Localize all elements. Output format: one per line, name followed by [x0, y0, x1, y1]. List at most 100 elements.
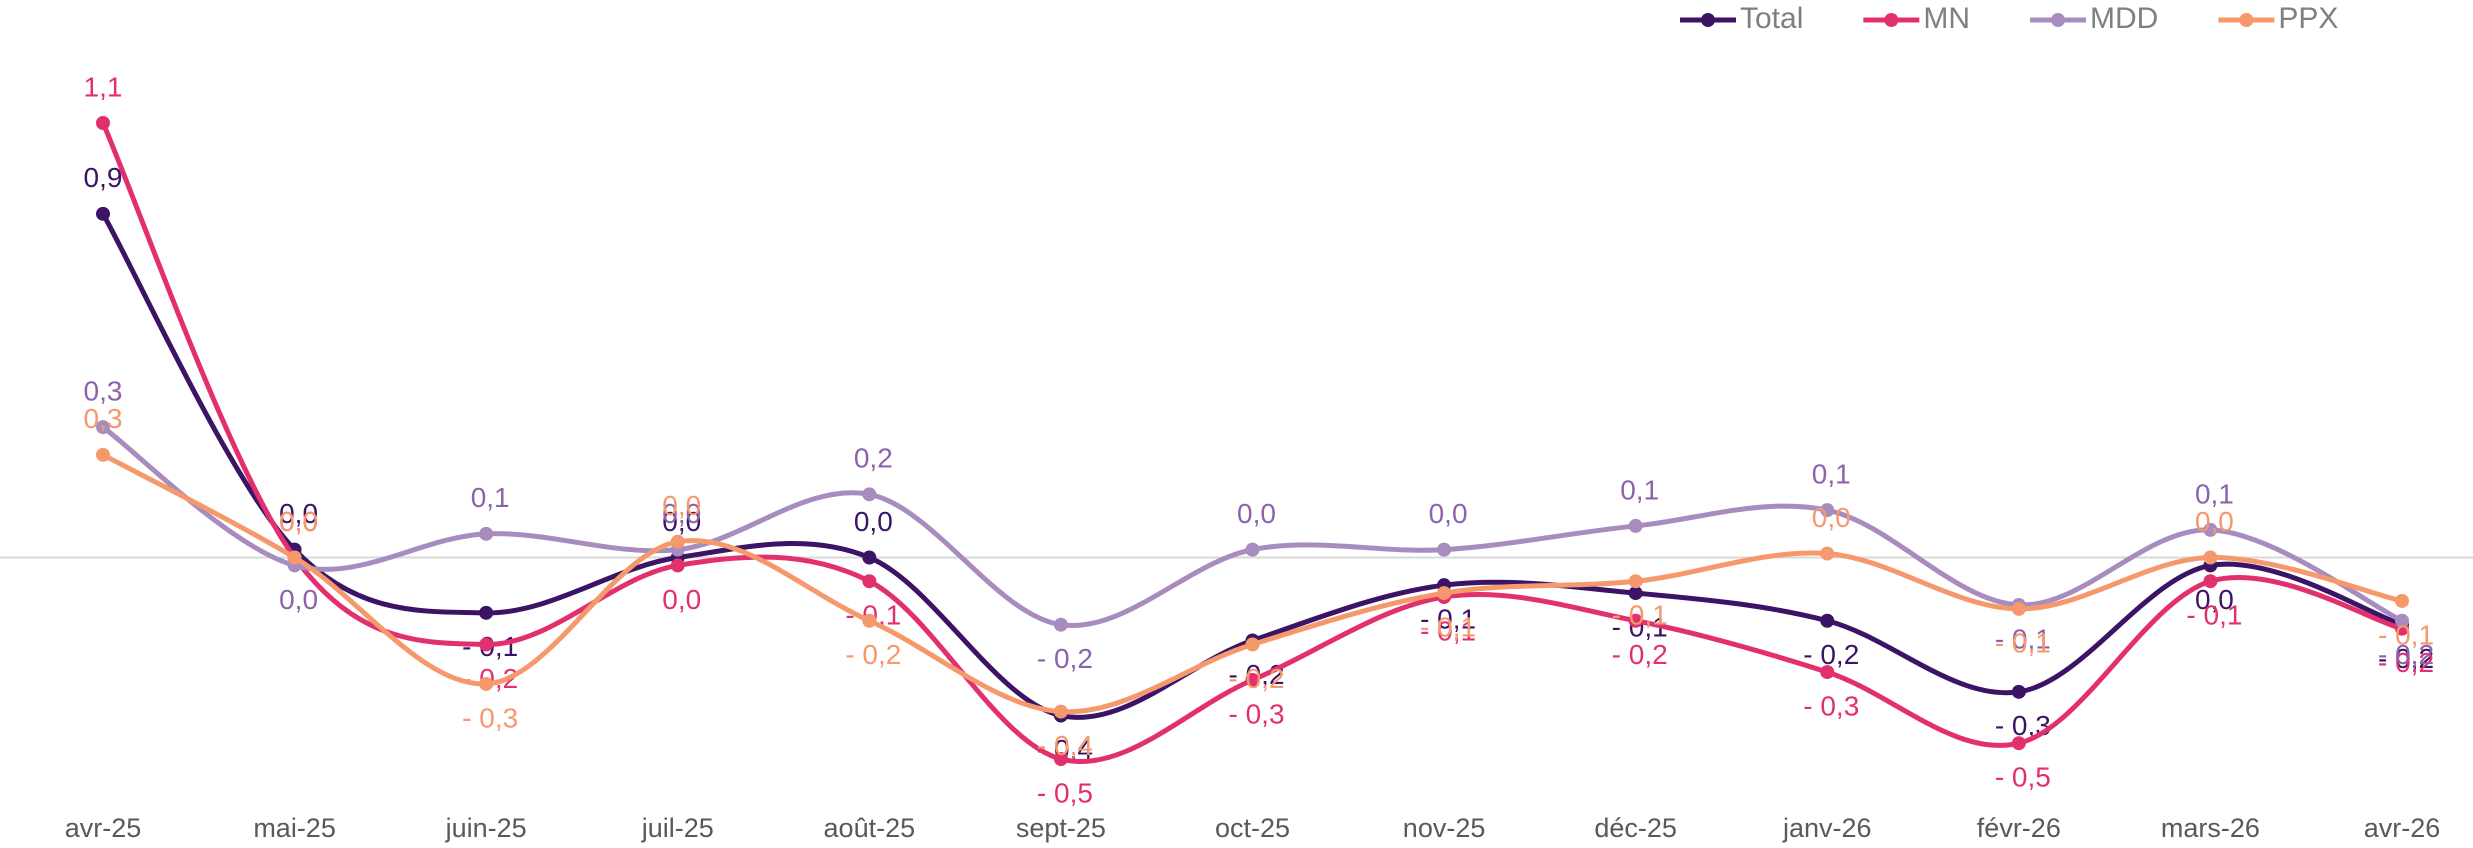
- data-point: [1437, 586, 1452, 601]
- legend-label: MN: [1923, 2, 1970, 35]
- data-point: [1628, 586, 1643, 601]
- data-point: [1628, 613, 1643, 628]
- data-label: - 0,5: [1995, 762, 2051, 793]
- data-label: 0,0: [279, 498, 318, 529]
- data-point: [1820, 546, 1835, 561]
- legend-marker: [1701, 13, 1715, 27]
- data-label: 0,0: [1812, 502, 1851, 533]
- data-label: 0,0: [854, 506, 893, 537]
- x-tick-label: mars-26: [2161, 813, 2260, 843]
- data-point: [1053, 704, 1068, 719]
- data-point: [96, 420, 110, 435]
- data-point: [1820, 665, 1835, 680]
- legend-marker: [2051, 13, 2066, 27]
- data-label: 0,0: [662, 584, 701, 615]
- legend-label: MDD: [2090, 2, 2158, 35]
- x-tick-label: oct-25: [1215, 813, 1290, 843]
- data-label: - 0,2: [1612, 639, 1668, 670]
- data-point: [2203, 574, 2218, 589]
- data-label: - 0,2: [845, 639, 901, 670]
- data-label: - 0,1: [1995, 623, 2051, 654]
- x-tick-label: avr-25: [65, 813, 142, 843]
- data-label: - 0,5: [1037, 777, 1093, 808]
- data-point: [1628, 574, 1643, 589]
- data-point: [862, 550, 877, 565]
- x-tick-label: juil-25: [641, 813, 714, 843]
- data-point: [1053, 752, 1068, 766]
- data-point: [479, 676, 494, 691]
- data-label: - 0,3: [1803, 690, 1859, 721]
- x-tick-label: janv-26: [1782, 813, 1872, 843]
- data-label: - 0,1: [2378, 619, 2434, 650]
- data-label: 0,0: [2195, 506, 2234, 537]
- data-point: [2203, 522, 2218, 537]
- data-label: 0,2: [854, 443, 893, 474]
- x-tick-label: avr-26: [2364, 813, 2441, 843]
- x-tick-label: nov-25: [1403, 813, 1486, 843]
- data-label: 0,0: [662, 498, 701, 529]
- data-label: 0,1: [2195, 478, 2234, 509]
- data-label: 0,0: [1237, 498, 1276, 529]
- legend-marker: [1884, 13, 1899, 27]
- data-label: - 0,2: [1228, 663, 1284, 694]
- data-point: [1628, 518, 1643, 533]
- data-label: 0,0: [662, 490, 701, 521]
- data-label: 0,3: [84, 403, 123, 434]
- data-point: [1820, 503, 1835, 518]
- data-label: 0,0: [279, 506, 318, 537]
- data-point: [1245, 542, 1260, 557]
- data-point: [96, 447, 110, 462]
- x-tick-label: mai-25: [253, 813, 336, 843]
- data-label: - 0,2: [2378, 643, 2434, 674]
- data-label: 0,0: [2195, 584, 2234, 615]
- data-point: [1245, 637, 1260, 652]
- data-label: - 0,1: [1420, 611, 1476, 642]
- data-label: - 0,1: [1995, 627, 2051, 658]
- data-point: [2011, 684, 2026, 699]
- data-label: 0,1: [1812, 459, 1851, 490]
- data-label: 1,1: [84, 71, 123, 102]
- data-point: [862, 574, 877, 589]
- data-label: 0,0: [1429, 498, 1468, 529]
- legend-label: Total: [1740, 2, 1803, 35]
- data-point: [479, 605, 494, 620]
- data-point: [1820, 613, 1835, 628]
- data-point: [2395, 593, 2409, 608]
- data-point: [670, 534, 685, 549]
- x-tick-label: août-25: [824, 813, 916, 843]
- data-point: [479, 637, 494, 652]
- data-label: - 0,1: [1420, 604, 1476, 635]
- data-point: [2011, 736, 2026, 751]
- data-point: [2395, 613, 2409, 628]
- x-tick-label: sept-25: [1016, 813, 1106, 843]
- data-label: - 0,3: [1995, 710, 2051, 741]
- data-point: [2011, 601, 2026, 616]
- legend-marker: [2239, 13, 2254, 27]
- data-point: [862, 613, 877, 628]
- data-label: - 0,4: [1037, 730, 1093, 761]
- data-label: 0,1: [471, 482, 510, 513]
- data-point: [862, 487, 877, 502]
- data-point: [287, 550, 302, 565]
- data-point: [670, 558, 685, 573]
- data-point: [2203, 550, 2218, 565]
- data-label: - 0,3: [462, 702, 518, 733]
- data-label: - 0,2: [2378, 639, 2434, 670]
- data-point: [1245, 672, 1260, 687]
- data-label: - 0,3: [1228, 698, 1284, 729]
- data-point: [96, 116, 110, 130]
- data-label: 0,0: [279, 506, 318, 537]
- data-label: - 0,2: [1037, 643, 1093, 674]
- x-tick-label: déc-25: [1594, 813, 1677, 843]
- data-label: - 0,1: [2186, 600, 2242, 631]
- data-label: - 0,2: [2378, 647, 2434, 678]
- legend-label: PPX: [2278, 2, 2338, 35]
- data-label: - 0,1: [1612, 600, 1668, 631]
- data-point: [479, 526, 494, 541]
- data-label: 0,0: [279, 584, 318, 615]
- data-point: [96, 206, 110, 221]
- data-label: 0,3: [84, 376, 123, 407]
- data-point: [1053, 617, 1068, 632]
- data-point: [1437, 542, 1452, 557]
